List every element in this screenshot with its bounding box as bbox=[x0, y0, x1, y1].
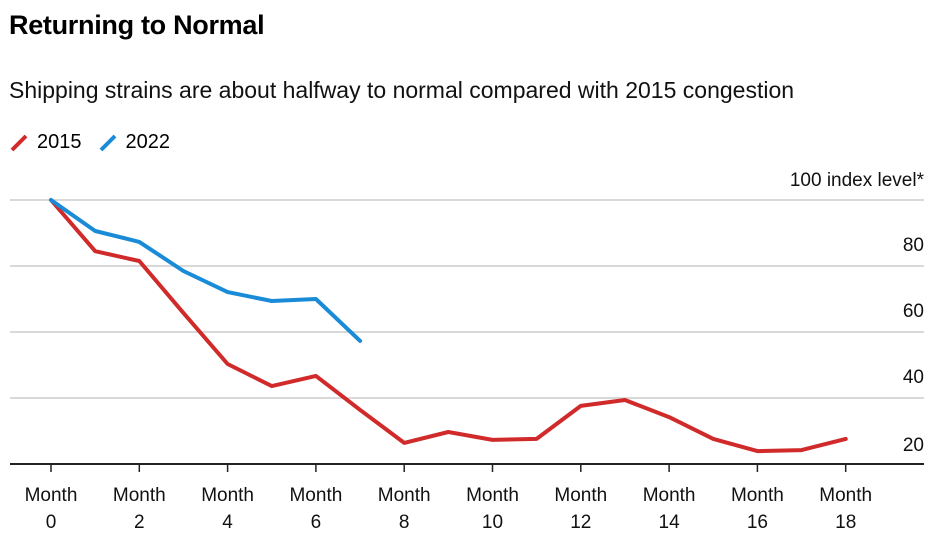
chart-title: Returning to Normal bbox=[9, 10, 265, 40]
legend-swatch-2022-icon bbox=[99, 134, 116, 151]
legend-label-2015: 2015 bbox=[37, 131, 82, 153]
series-line-2022 bbox=[49, 198, 363, 343]
x-tick-label: Month 6 bbox=[289, 485, 342, 533]
x-tick-label: Month 18 bbox=[819, 485, 872, 533]
x-tick-label: Month 16 bbox=[731, 485, 784, 533]
legend-label-2022: 2022 bbox=[125, 131, 171, 153]
legend-item-2022: 2022 bbox=[98, 131, 171, 154]
x-tick-label: Month 12 bbox=[554, 485, 607, 533]
x-tick-label: Month 0 bbox=[25, 485, 78, 533]
x-tick-label: Month 4 bbox=[201, 485, 254, 533]
y-tick-label: 60 bbox=[903, 301, 924, 322]
y-tick-label: 20 bbox=[903, 435, 924, 456]
y-tick-label: 40 bbox=[903, 367, 924, 388]
chart-subtitle: Shipping strains are about halfway to no… bbox=[9, 77, 795, 103]
x-tick-label: Month 8 bbox=[378, 485, 431, 533]
x-tick-label: Month 10 bbox=[466, 485, 519, 533]
legend-item-2015: 2015 bbox=[9, 131, 82, 154]
x-tick-label: Month 14 bbox=[643, 485, 696, 533]
y-tick-label: 80 bbox=[903, 235, 924, 256]
x-tick-label: Month 2 bbox=[113, 485, 166, 533]
y-tick-label: 100 index level* bbox=[790, 170, 925, 191]
series-line-2015 bbox=[49, 198, 848, 454]
legend-swatch-2015-icon bbox=[10, 134, 28, 151]
legend: 2015 2022 bbox=[9, 131, 186, 154]
